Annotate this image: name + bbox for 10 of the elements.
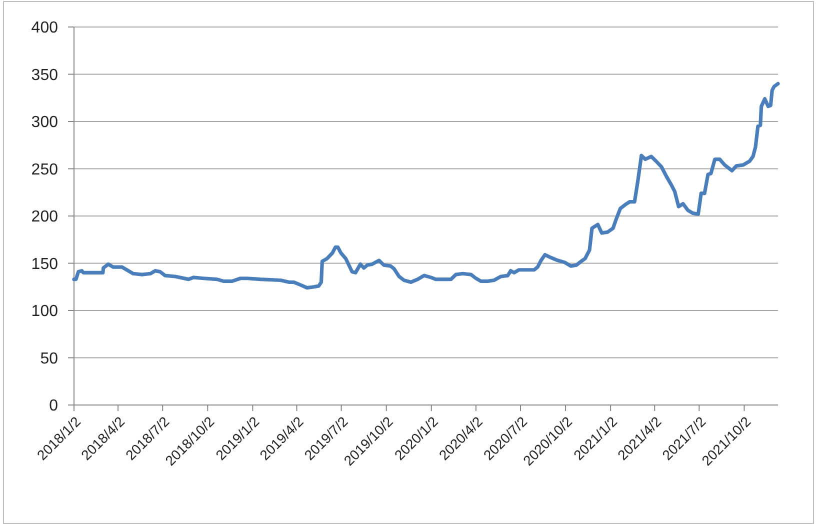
y-tick-label: 300 — [31, 114, 58, 132]
y-tick-label: 250 — [31, 161, 58, 178]
y-tick-label: 350 — [31, 66, 58, 84]
y-tick-label: 200 — [31, 208, 58, 226]
y-tick-label: 0 — [49, 398, 58, 415]
y-tick-label: 400 — [31, 20, 58, 37]
y-tick-label: 50 — [40, 350, 58, 368]
y-tick-label: 150 — [31, 256, 58, 273]
y-tick-label: 100 — [31, 303, 58, 320]
line-series — [72, 82, 780, 290]
